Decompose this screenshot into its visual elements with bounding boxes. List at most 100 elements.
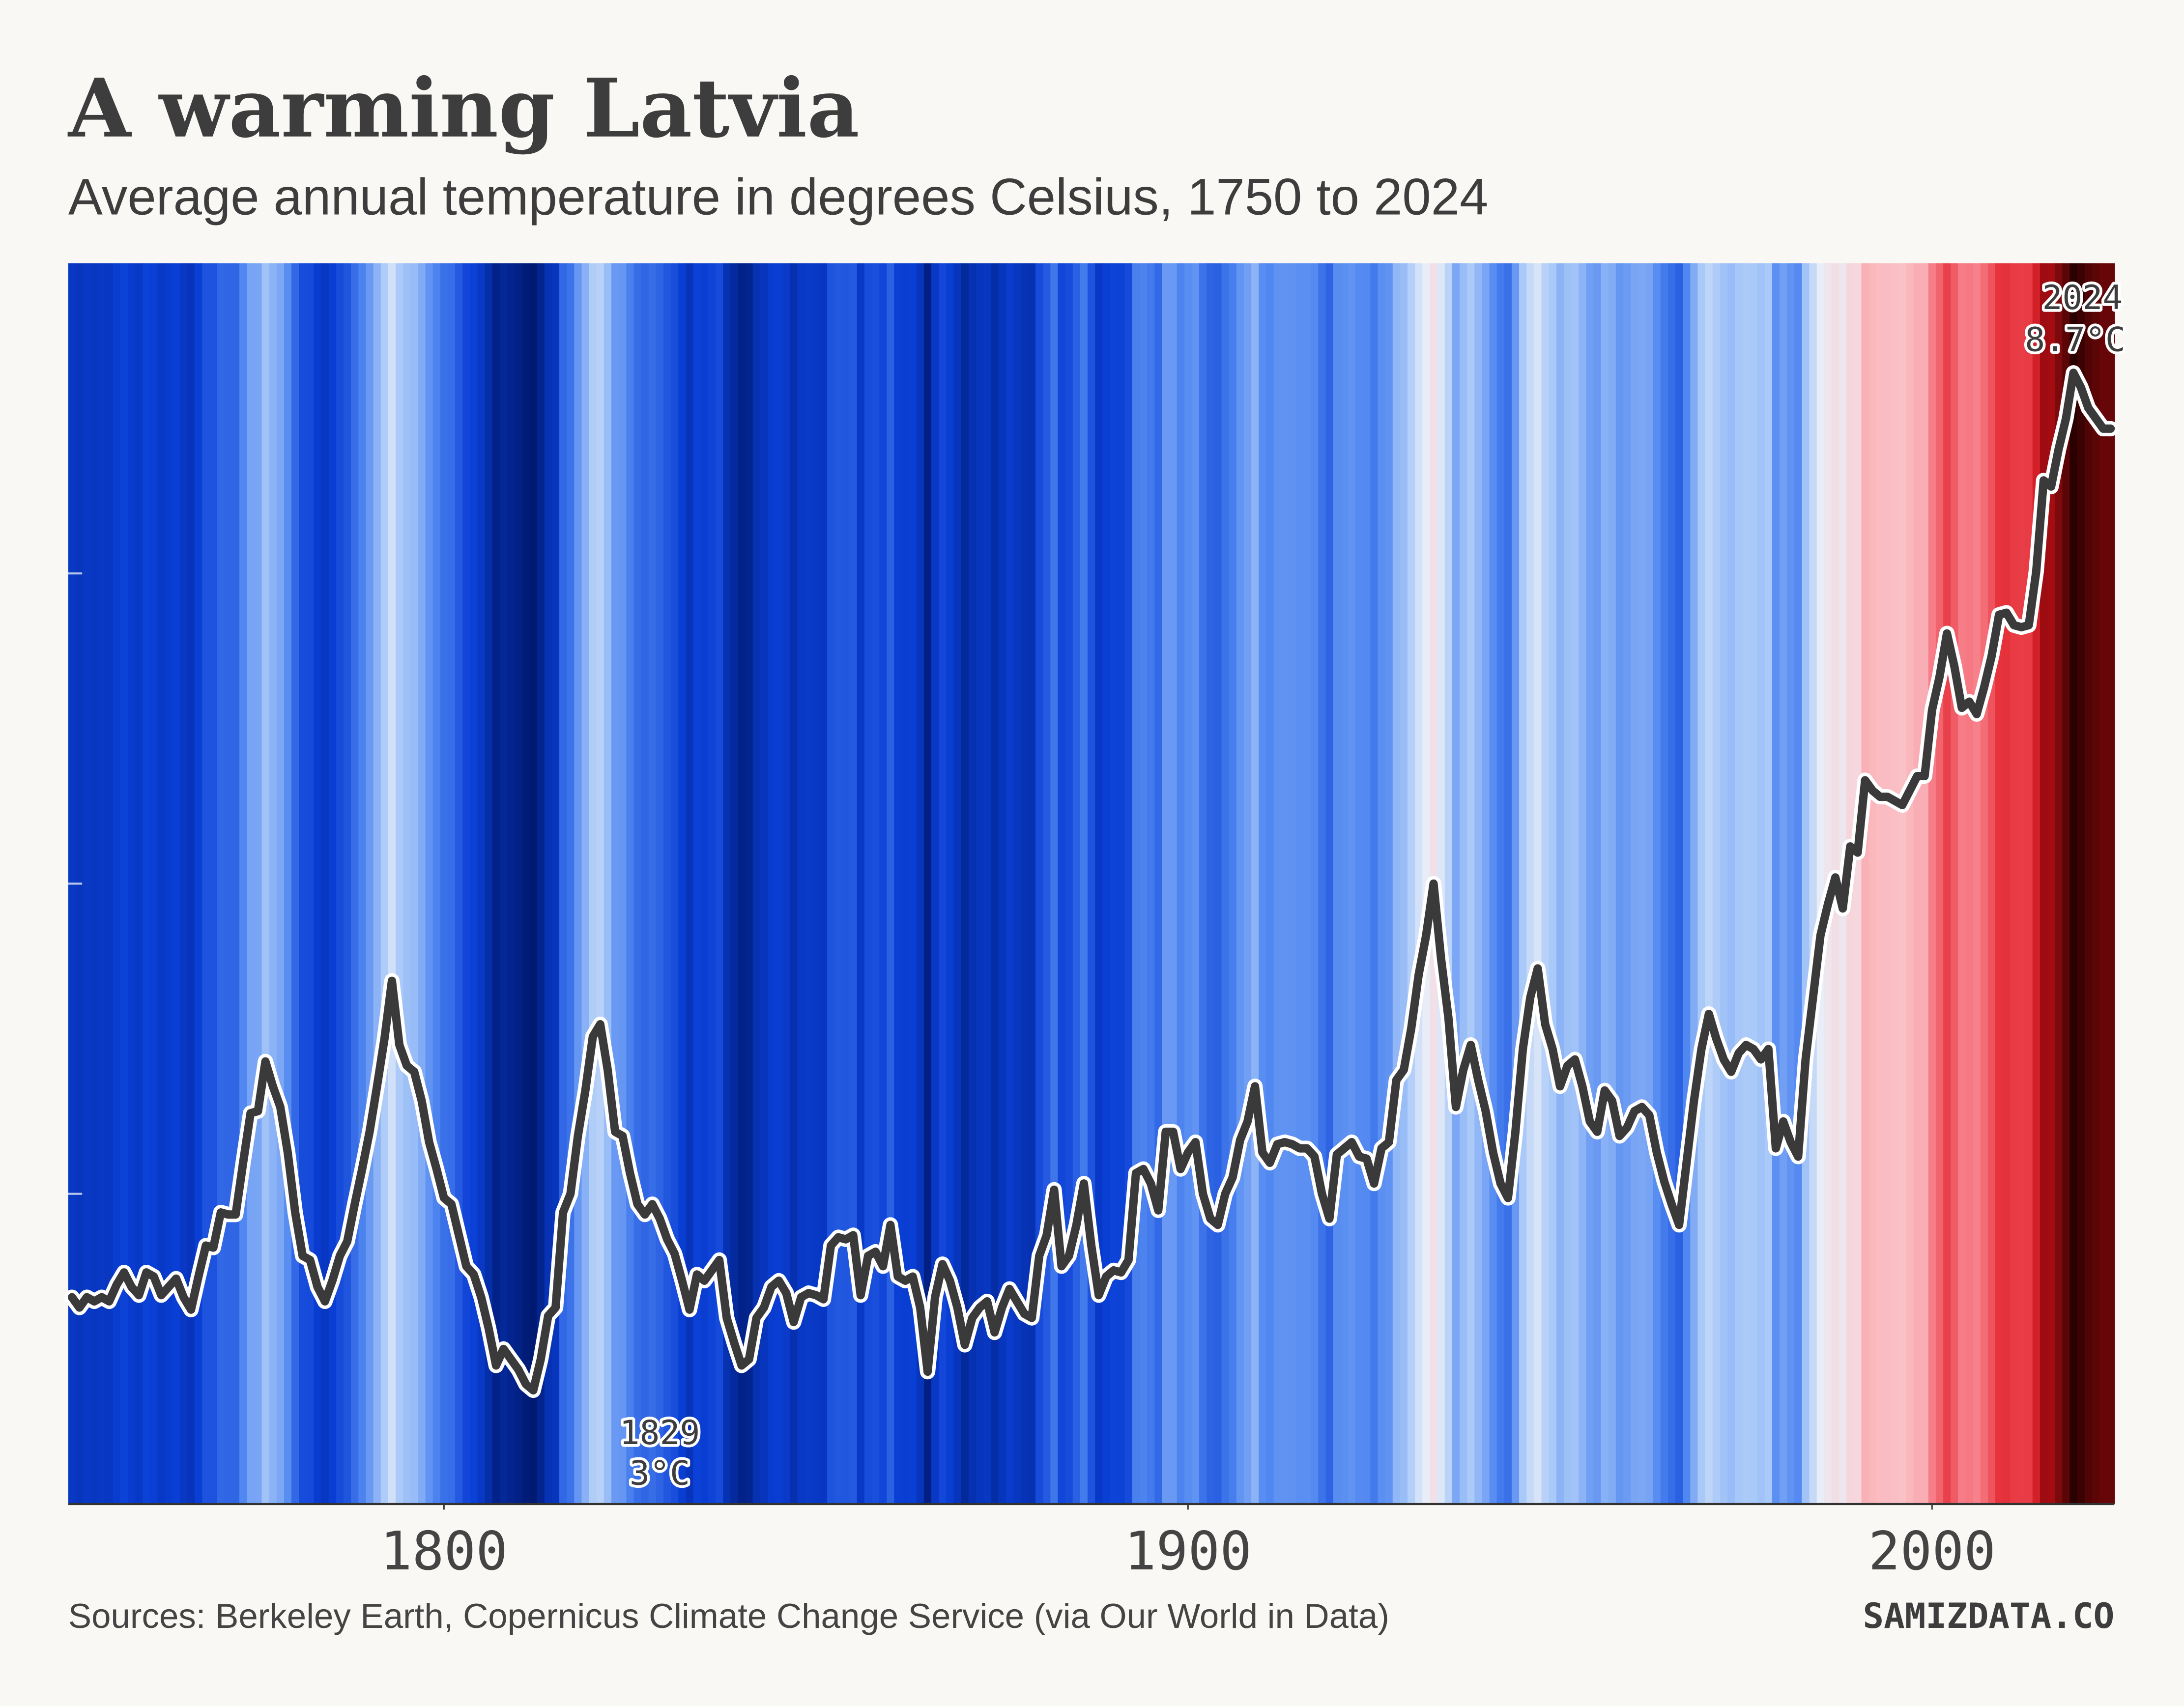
stripe bbox=[1474, 263, 1483, 1504]
stripe bbox=[1110, 263, 1118, 1504]
stripe bbox=[344, 263, 352, 1504]
stripe bbox=[953, 263, 962, 1504]
stripe bbox=[603, 263, 612, 1504]
stripe bbox=[1742, 263, 1751, 1504]
stripe bbox=[2107, 263, 2115, 1504]
stripe bbox=[380, 263, 389, 1504]
stripe bbox=[1965, 263, 1974, 1504]
stripe bbox=[1147, 263, 1155, 1504]
stripe bbox=[1095, 263, 1103, 1504]
stripe bbox=[1675, 263, 1684, 1504]
stripe bbox=[797, 263, 805, 1504]
stripe bbox=[470, 263, 478, 1504]
stripe bbox=[1295, 263, 1304, 1504]
stripe bbox=[1958, 263, 1966, 1504]
stripe bbox=[276, 263, 285, 1504]
stripe bbox=[98, 263, 106, 1504]
stripe bbox=[373, 263, 381, 1504]
annotation-value: 3°C bbox=[630, 1454, 690, 1493]
stripe bbox=[2032, 263, 2041, 1504]
stripe bbox=[1028, 263, 1036, 1504]
stripe bbox=[269, 263, 277, 1504]
stripe bbox=[1065, 263, 1073, 1504]
stripe bbox=[1645, 263, 1654, 1504]
stripe bbox=[626, 263, 634, 1504]
stripe bbox=[1191, 263, 1200, 1504]
stripe bbox=[983, 263, 992, 1504]
stripe bbox=[879, 263, 888, 1504]
stripe bbox=[961, 263, 969, 1504]
stripe bbox=[1861, 263, 1869, 1504]
stripe bbox=[1593, 263, 1602, 1504]
stripe bbox=[1727, 263, 1736, 1504]
stripe bbox=[247, 263, 255, 1504]
stripe bbox=[299, 263, 307, 1504]
stripe bbox=[827, 263, 835, 1504]
stripe bbox=[1080, 263, 1089, 1504]
stripe bbox=[1772, 263, 1781, 1504]
stripe bbox=[1392, 263, 1401, 1504]
stripe bbox=[1519, 263, 1527, 1504]
stripe bbox=[1311, 263, 1319, 1504]
x-tick-label: 1800 bbox=[380, 1521, 508, 1582]
stripe bbox=[589, 263, 597, 1504]
stripe bbox=[447, 263, 456, 1504]
brand: SAMIZDATA.CO bbox=[1863, 1595, 2114, 1636]
stripe bbox=[113, 263, 121, 1504]
stripe bbox=[1876, 263, 1885, 1504]
stripe bbox=[1207, 263, 1215, 1504]
stripe bbox=[1400, 263, 1408, 1504]
stripe bbox=[1378, 263, 1386, 1504]
stripe bbox=[1780, 263, 1788, 1504]
stripe bbox=[1169, 263, 1178, 1504]
stripe bbox=[834, 263, 843, 1504]
x-tick-label: 1900 bbox=[1124, 1521, 1252, 1582]
stripe bbox=[544, 263, 553, 1504]
stripe bbox=[805, 263, 813, 1504]
stripe bbox=[752, 263, 761, 1504]
source-note: Sources: Berkeley Earth, Copernicus Clim… bbox=[68, 1597, 1389, 1636]
stripe bbox=[1043, 263, 1051, 1504]
stripe bbox=[611, 263, 620, 1504]
stripe bbox=[261, 263, 270, 1504]
stripe bbox=[1541, 263, 1550, 1504]
stripe bbox=[1534, 263, 1542, 1504]
stripe bbox=[1563, 263, 1572, 1504]
stripe bbox=[1088, 263, 1096, 1504]
stripe bbox=[1072, 263, 1081, 1504]
stripe bbox=[2025, 263, 2033, 1504]
stripe bbox=[2084, 263, 2093, 1504]
stripe bbox=[1303, 263, 1312, 1504]
stripe bbox=[127, 263, 136, 1504]
stripe bbox=[946, 263, 954, 1504]
stripe bbox=[1340, 263, 1349, 1504]
stripe bbox=[1154, 263, 1163, 1504]
stripe bbox=[440, 263, 449, 1504]
stripe bbox=[894, 263, 902, 1504]
stripe bbox=[1385, 263, 1393, 1504]
stripe bbox=[1764, 263, 1773, 1504]
stripe bbox=[1132, 263, 1141, 1504]
stripe bbox=[1370, 263, 1379, 1504]
stripe bbox=[1459, 263, 1468, 1504]
stripe bbox=[1020, 263, 1029, 1504]
stripe bbox=[1868, 263, 1877, 1504]
stripe bbox=[923, 263, 932, 1504]
stripe bbox=[90, 263, 99, 1504]
stripe bbox=[1623, 263, 1632, 1504]
stripe bbox=[462, 263, 471, 1504]
stripe bbox=[425, 263, 433, 1504]
stripe bbox=[135, 263, 144, 1504]
stripe bbox=[641, 263, 649, 1504]
stripe bbox=[1214, 263, 1222, 1504]
stripe bbox=[596, 263, 605, 1504]
stripe bbox=[1735, 263, 1743, 1504]
stripe bbox=[83, 263, 91, 1504]
stripe bbox=[150, 263, 158, 1504]
stripe bbox=[1199, 263, 1207, 1504]
stripe bbox=[1184, 263, 1193, 1504]
stripe bbox=[1526, 263, 1535, 1504]
stripe bbox=[857, 263, 865, 1504]
stripe bbox=[1415, 263, 1423, 1504]
stripe bbox=[1221, 263, 1230, 1504]
